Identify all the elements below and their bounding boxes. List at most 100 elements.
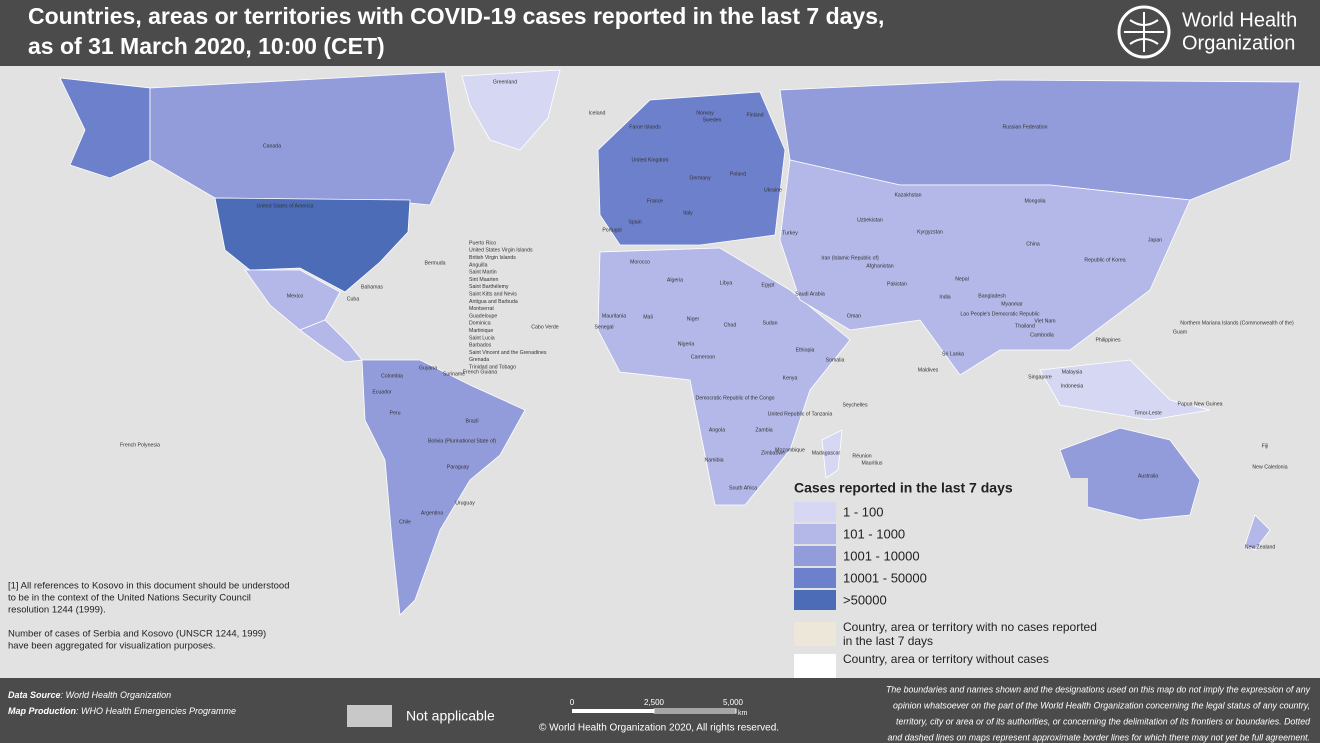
map-label: New Caledonia	[1252, 464, 1287, 470]
map-label: Thailand	[1015, 323, 1035, 329]
map-label: Zambia	[755, 427, 772, 433]
south-america	[361, 359, 526, 616]
legend-label: 1001 - 10000	[843, 548, 920, 563]
map-label: Chad	[724, 322, 737, 328]
canada	[149, 71, 456, 206]
disclaimer-line: The boundaries and names shown and the d…	[886, 684, 1311, 694]
legend-swatch	[794, 654, 836, 678]
southeast-asia	[1039, 359, 1211, 421]
not-applicable-swatch	[347, 705, 392, 727]
note-line: to be in the context of the United Natio…	[8, 593, 251, 604]
map-label: Morocco	[630, 259, 650, 265]
map-label: Mozambique	[775, 447, 805, 453]
legend-label: Country, area or territory with no cases…	[843, 620, 1097, 634]
map-label: Finland	[746, 112, 763, 118]
map-label: Paraguay	[447, 464, 470, 470]
map-label: Mali	[643, 314, 653, 320]
legend-label: in the last 7 days	[843, 634, 933, 648]
legend-label: 1 - 100	[843, 504, 883, 519]
map-label: Ethiopia	[796, 347, 815, 353]
map-label: Timor-Leste	[1134, 410, 1162, 416]
scale-label: 5,000	[723, 698, 744, 707]
map-label: Algeria	[667, 277, 683, 283]
map-label: Sri Lanka	[942, 351, 964, 357]
map-label: Philippines	[1095, 337, 1120, 343]
legend-panel	[788, 478, 1088, 678]
map-label: Nepal	[955, 276, 969, 282]
map-label: New Zealand	[1245, 544, 1276, 550]
map-label: Spain	[628, 219, 641, 225]
map-label: Germany	[689, 175, 711, 181]
new-zealand	[1244, 514, 1271, 551]
map-label: Egypt	[761, 282, 775, 288]
map-label: Chile	[399, 519, 411, 525]
map-label: Bermuda	[424, 260, 445, 266]
footer-production: Map Production: WHO Health Emergencies P…	[8, 706, 236, 716]
map-label: Oman	[847, 313, 861, 319]
header-bar	[0, 0, 1320, 66]
map-label: Sweden	[703, 117, 722, 123]
map-label: Saint Barthélemy	[469, 284, 509, 290]
map-label: Saudi Arabia	[795, 291, 825, 297]
map-label: United Kingdom	[632, 157, 669, 163]
map-label: Uzbekistan	[857, 217, 883, 223]
footer-source: Data Source: World Health Organization	[8, 690, 171, 700]
map-label: Bolivia (Plurinational State of)	[428, 438, 496, 444]
map-label: United Republic of Tanzania	[768, 411, 833, 417]
map-label: Montserrat	[469, 306, 494, 312]
map-label: Poland	[730, 171, 746, 177]
map-label: Ecuador	[372, 389, 392, 395]
logo-emblem	[1117, 5, 1171, 59]
map-label: Cameroon	[691, 354, 715, 360]
map-label: Turkey	[782, 230, 798, 236]
map-label: Mauritania	[602, 313, 626, 319]
legend-swatch	[794, 502, 836, 522]
map-label: India	[939, 294, 950, 300]
map-label: Kenya	[783, 375, 798, 381]
map-label: Bangladesh	[978, 293, 1006, 299]
scale-label: 0	[570, 698, 575, 707]
map-label: Northern Mariana Islands (Commonwealth o…	[1180, 320, 1294, 326]
map-label: Bahamas	[361, 284, 383, 290]
map-label: Norway	[696, 110, 714, 116]
logo-text: World Health	[1182, 9, 1297, 31]
asia	[779, 159, 1191, 376]
map-label: Russian Federation	[1003, 124, 1048, 130]
map-label: Mexico	[287, 293, 304, 299]
map-label: Sint Maarten	[469, 277, 499, 283]
legend-label: Country, area or territory without cases	[843, 652, 1049, 666]
note-line: resolution 1244 (1999).	[8, 605, 106, 616]
legend-swatch	[794, 524, 836, 544]
map-label: Cabo Verde	[531, 324, 559, 330]
map-label: Singapore	[1028, 374, 1052, 380]
map-label: Saint Martin	[469, 270, 497, 276]
legend-swatch	[794, 590, 836, 610]
logo-emblem	[1124, 12, 1164, 52]
copyright: © World Health Organization 2020, All ri…	[539, 723, 779, 734]
map-label: Guyana	[419, 365, 437, 371]
not-applicable-label: Not applicable	[406, 708, 495, 724]
map-label: Uruguay	[455, 500, 475, 506]
map-label: Brazil	[466, 418, 479, 424]
map-label: Pakistan	[887, 281, 907, 287]
map-label: Namibia	[704, 457, 723, 463]
map-label: United States of America	[256, 203, 313, 209]
map-label: Réunion	[852, 453, 871, 459]
map-label: Saint Lucia	[469, 335, 495, 341]
map-label: Italy	[683, 210, 693, 216]
disclaimer-line: territory, city or area or of its author…	[896, 716, 1311, 726]
map-label: Nigeria	[678, 341, 695, 347]
map-label: China	[1026, 241, 1040, 247]
map-label: Myanmar	[1001, 301, 1023, 307]
map-label: Sudan	[762, 320, 777, 326]
greenland	[461, 69, 561, 151]
map-label: Republic of Korea	[1084, 257, 1125, 263]
map-label: Saint Vincent and the Grenadines	[469, 350, 547, 356]
disclaimer-line: and dashed lines on maps represent appro…	[888, 732, 1311, 742]
australia	[1059, 427, 1201, 521]
madagascar	[821, 429, 843, 479]
map-label: Puerto Rico	[469, 240, 496, 246]
map-label: Trinidad and Tobago	[469, 364, 516, 370]
map-label: Democratic Republic of the Congo	[695, 395, 774, 401]
map-label: Somalia	[826, 357, 845, 363]
